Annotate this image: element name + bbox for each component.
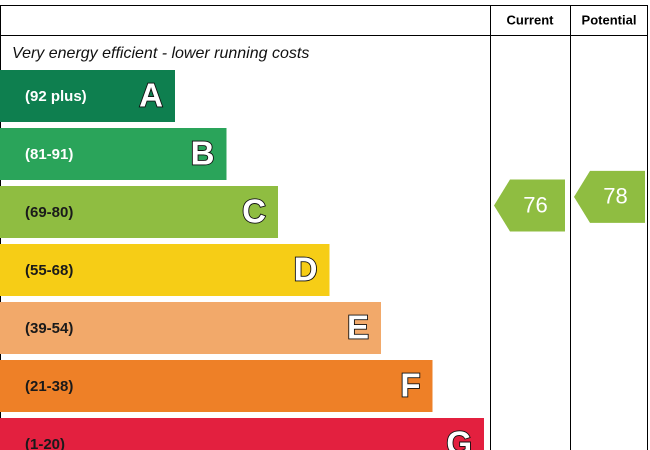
band-range: (69-80) [25, 204, 73, 221]
band-range: (92 plus) [25, 88, 87, 105]
band-range: (21-38) [25, 378, 73, 395]
band-letter: A [139, 77, 163, 114]
current-value: 76 [523, 192, 547, 217]
band-bar [0, 186, 278, 238]
band-bar [0, 128, 227, 180]
potential-value: 78 [603, 184, 627, 209]
band-range: (1-20) [25, 436, 65, 450]
band-range: (81-91) [25, 146, 73, 163]
band-letter: B [191, 135, 215, 172]
band-bar [0, 360, 433, 412]
band-bar [0, 302, 381, 354]
current-arrow [494, 179, 565, 232]
band-letter: F [400, 367, 420, 404]
band-range: (39-54) [25, 320, 73, 337]
band-bar [0, 418, 484, 450]
potential-arrow [574, 170, 645, 223]
band-letter: C [242, 193, 266, 230]
top-label: Very energy efficient - lower running co… [12, 45, 309, 62]
band-letter: E [347, 309, 369, 346]
band-bar [0, 244, 330, 296]
header-potential: Potential [582, 12, 637, 27]
header-current: Current [507, 12, 555, 27]
band-range: (55-68) [25, 262, 73, 279]
band-bar [0, 70, 175, 122]
band-letter: D [294, 251, 318, 288]
band-letter: G [446, 425, 472, 450]
